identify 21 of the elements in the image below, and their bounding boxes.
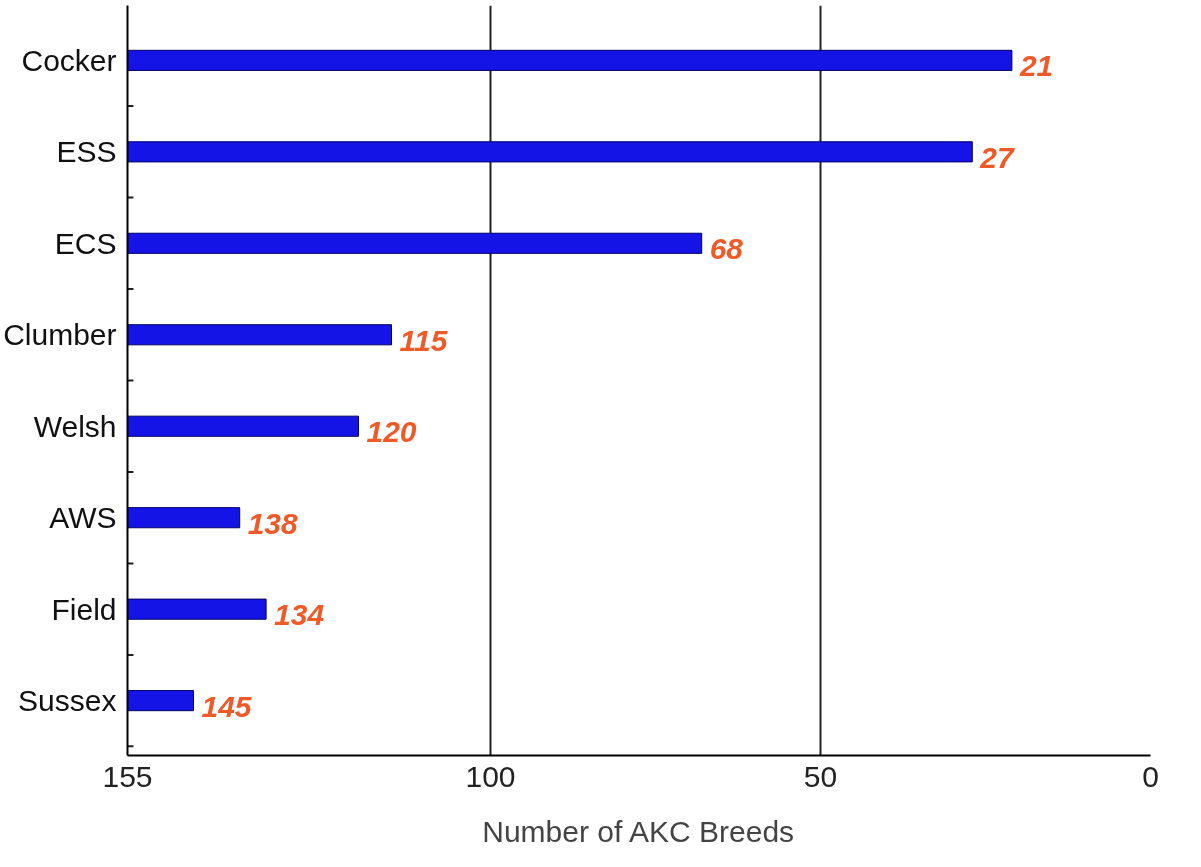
- y-tick-label: Cocker: [21, 43, 117, 77]
- data-label: 120: [366, 415, 417, 449]
- y-tick-label: Welsh: [33, 409, 117, 443]
- x-tick-label: 50: [803, 759, 838, 793]
- x-axis-title: Number of AKC Breeds: [482, 814, 795, 848]
- data-label: 27: [979, 140, 1015, 174]
- y-tick-label: AWS: [49, 501, 117, 535]
- y-tick-label: Clumber: [3, 318, 117, 352]
- data-label: 145: [201, 689, 253, 723]
- y-tick-label: Field: [51, 592, 117, 626]
- data-label: 21: [1018, 49, 1054, 83]
- data-label: 134: [274, 598, 325, 632]
- data-label: 68: [709, 232, 744, 266]
- y-tick-label: Sussex: [18, 684, 117, 718]
- y-tick-label: ESS: [56, 135, 117, 169]
- x-tick-label: 155: [102, 759, 153, 793]
- data-label: 115: [399, 323, 449, 357]
- x-tick-label: 0: [1142, 759, 1159, 793]
- data-label: 138: [247, 506, 299, 540]
- y-tick-label: ECS: [54, 226, 117, 260]
- x-tick-label: 100: [465, 759, 516, 793]
